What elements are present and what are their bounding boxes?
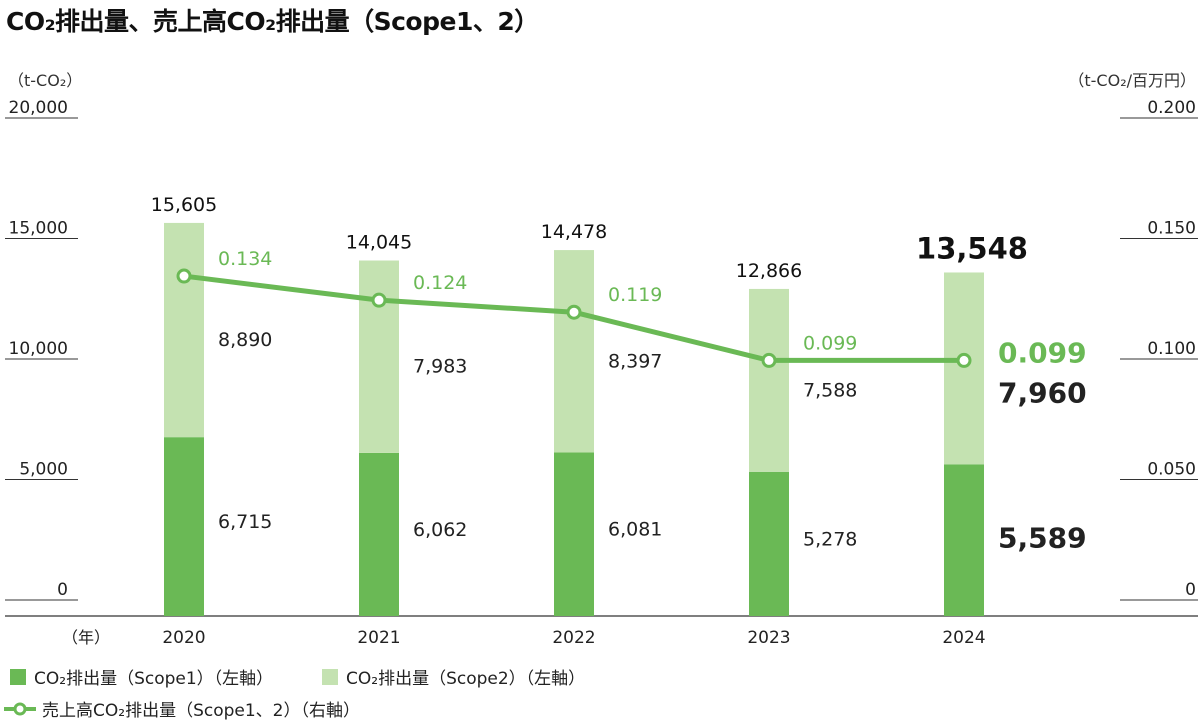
legend-swatch-scope1 (10, 669, 26, 685)
y2-tick-label: 0.100 (1147, 339, 1196, 359)
data-label-intensity: 0.099 (998, 336, 1087, 369)
bar-scope2 (359, 260, 399, 453)
data-label-total: 13,548 (916, 231, 1028, 265)
y-tick-label: 5,000 (19, 460, 68, 480)
legend-layer: CO₂排出量（Scope1）（左軸） CO₂排出量（Scope2）（左軸） 売上高C… (4, 669, 585, 721)
legend-label-scope2: CO₂排出量（Scope2）（左軸） (346, 669, 585, 689)
data-label-scope2: 8,397 (608, 350, 662, 372)
bar-scope2 (554, 250, 594, 453)
bar-scope2 (164, 222, 204, 438)
line-layer (176, 268, 972, 368)
line-point-marker (761, 352, 777, 368)
data-label-scope1: 6,715 (218, 511, 272, 533)
x-tick-label: 2021 (357, 628, 400, 648)
line-point-marker (371, 292, 387, 308)
data-label-scope1: 6,081 (608, 519, 662, 541)
line-point-marker (176, 268, 192, 284)
data-label-intensity: 0.124 (413, 272, 467, 294)
y-tick-label: 20,000 (9, 98, 68, 118)
bar-scope1 (554, 452, 594, 616)
data-label-scope2: 7,588 (803, 379, 857, 401)
y2-tick-label: 0.150 (1147, 219, 1196, 239)
data-label-intensity: 0.099 (803, 332, 857, 354)
data-label-scope2: 8,890 (218, 329, 272, 351)
data-label-intensity: 0.119 (608, 284, 662, 306)
bar-scope1 (749, 471, 789, 616)
bar-scope1 (164, 437, 204, 616)
data-label-scope1: 6,062 (413, 519, 467, 541)
labels-layer: 6,715 8,890 15,605 6,062 7,983 14,045 6,081 8,3… (151, 194, 1087, 555)
legend-line-marker (13, 702, 27, 716)
x-tick-label: 2022 (552, 628, 595, 648)
line-point-marker (956, 352, 972, 368)
data-label-scope2: 7,983 (413, 356, 467, 378)
data-label-total: 14,045 (346, 232, 412, 254)
y-axis-unit-label: （t-CO₂） (8, 71, 82, 90)
legend-swatch-scope2 (322, 669, 338, 685)
bar-scope1 (359, 452, 399, 616)
x-tick-label: 2024 (942, 628, 985, 648)
y-tick-label: 0 (57, 580, 68, 600)
data-label-scope1: 5,589 (998, 522, 1087, 555)
y-tick-label: 10,000 (9, 339, 68, 359)
x-tick-label: 2020 (162, 628, 205, 648)
legend-label-scope1: CO₂排出量（Scope1）（左軸） (34, 669, 273, 689)
bar-scope2 (749, 288, 789, 472)
y2-tick-label: 0 (1185, 580, 1196, 600)
data-label-total: 15,605 (151, 194, 217, 216)
y-tick-label: 15,000 (9, 219, 68, 239)
x-axis-label: （年） (62, 628, 110, 647)
bars-layer (164, 222, 984, 616)
x-tick-label: 2023 (747, 628, 790, 648)
data-label-scope2: 7,960 (998, 376, 1087, 409)
y2-axis-unit-label: （t-CO₂/百万円） (1068, 71, 1196, 90)
data-label-total: 14,478 (541, 221, 607, 243)
y2-tick-label: 0.200 (1147, 98, 1196, 118)
bar-scope1 (944, 464, 984, 616)
line-point-marker (566, 304, 582, 320)
data-label-intensity: 0.134 (218, 248, 272, 270)
data-label-total: 12,866 (736, 260, 802, 282)
chart-title: CO₂排出量、売上高CO₂排出量（Scope1、2） (6, 7, 539, 36)
y2-tick-label: 0.050 (1147, 460, 1196, 480)
data-label-scope1: 5,278 (803, 528, 857, 550)
bar-scope2 (944, 272, 984, 465)
legend-label-intensity: 売上高CO₂排出量（Scope1、2）（右軸） (42, 701, 360, 721)
